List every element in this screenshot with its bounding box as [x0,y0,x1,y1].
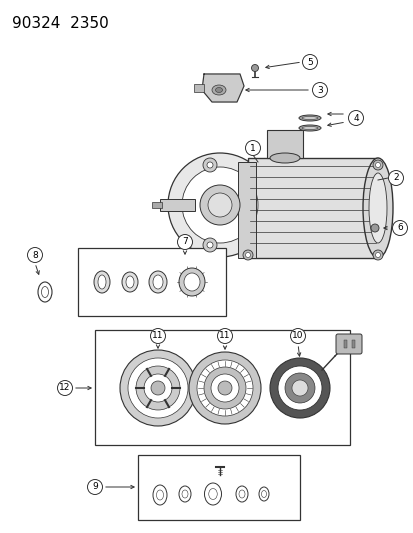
Ellipse shape [153,485,166,505]
Ellipse shape [156,490,163,500]
Circle shape [168,153,271,257]
Circle shape [375,253,380,257]
Bar [152,202,161,208]
Circle shape [302,54,317,69]
Ellipse shape [149,271,166,293]
Text: 11: 11 [219,332,230,341]
Circle shape [197,360,252,416]
Circle shape [144,374,171,402]
Ellipse shape [41,287,48,297]
Bar [237,162,255,258]
Circle shape [284,373,314,403]
Circle shape [242,250,252,260]
Text: 8: 8 [32,251,38,260]
Bar [78,248,225,316]
Circle shape [245,141,260,156]
Circle shape [87,480,102,495]
Text: 2: 2 [392,174,398,182]
Text: 10: 10 [292,332,303,341]
Circle shape [202,238,216,252]
Text: 11: 11 [152,332,164,341]
Ellipse shape [94,271,110,293]
Ellipse shape [126,276,134,288]
Ellipse shape [235,486,247,502]
Circle shape [269,358,329,418]
Ellipse shape [259,487,268,501]
Text: 5: 5 [306,58,312,67]
Circle shape [291,380,307,396]
Circle shape [211,374,238,402]
Ellipse shape [178,486,190,502]
Bar [343,340,346,348]
FancyBboxPatch shape [335,334,361,354]
Circle shape [375,163,380,167]
Ellipse shape [362,158,392,258]
Ellipse shape [301,117,317,119]
Circle shape [136,366,180,410]
Ellipse shape [298,115,320,121]
Text: 7: 7 [182,238,188,246]
Ellipse shape [238,490,244,498]
Text: 9: 9 [92,482,97,491]
Circle shape [202,158,216,172]
Bar [95,330,349,445]
Circle shape [251,64,258,71]
Bar [194,84,204,92]
Circle shape [177,235,192,249]
Circle shape [182,167,257,243]
Circle shape [217,328,232,343]
Circle shape [151,381,165,395]
Ellipse shape [204,483,221,505]
Circle shape [290,328,305,343]
Bar [266,130,302,158]
Circle shape [207,193,231,217]
Circle shape [372,160,382,170]
Ellipse shape [301,126,317,130]
Circle shape [370,224,378,232]
Circle shape [150,328,165,343]
Ellipse shape [122,272,138,292]
Circle shape [204,367,245,409]
Circle shape [27,247,43,262]
Text: 4: 4 [352,114,358,123]
Text: 1: 1 [249,143,255,152]
Circle shape [372,250,382,260]
Ellipse shape [298,125,320,131]
Polygon shape [202,74,243,102]
Ellipse shape [368,173,386,243]
Circle shape [348,110,363,125]
Text: 3: 3 [316,85,322,94]
Bar [351,340,354,348]
Ellipse shape [178,268,204,296]
Ellipse shape [211,85,225,95]
Circle shape [277,366,321,410]
Circle shape [218,381,231,395]
Ellipse shape [153,275,163,289]
Ellipse shape [269,153,299,163]
Ellipse shape [38,282,52,302]
Circle shape [206,162,212,168]
Circle shape [312,83,327,98]
Text: 6: 6 [396,223,402,232]
Circle shape [206,242,212,248]
Circle shape [57,381,72,395]
Ellipse shape [183,273,199,291]
Ellipse shape [208,489,217,499]
Circle shape [128,358,188,418]
Circle shape [199,185,240,225]
Ellipse shape [261,490,266,497]
Circle shape [120,350,195,426]
Text: 12: 12 [59,384,71,392]
Ellipse shape [98,275,106,289]
Ellipse shape [215,87,222,93]
Ellipse shape [182,490,188,498]
Bar [247,158,377,258]
Bar [138,455,299,520]
Text: 90324  2350: 90324 2350 [12,16,109,31]
Circle shape [392,221,406,236]
Circle shape [245,253,250,257]
Circle shape [189,352,260,424]
Circle shape [387,171,403,185]
Bar [159,199,195,211]
